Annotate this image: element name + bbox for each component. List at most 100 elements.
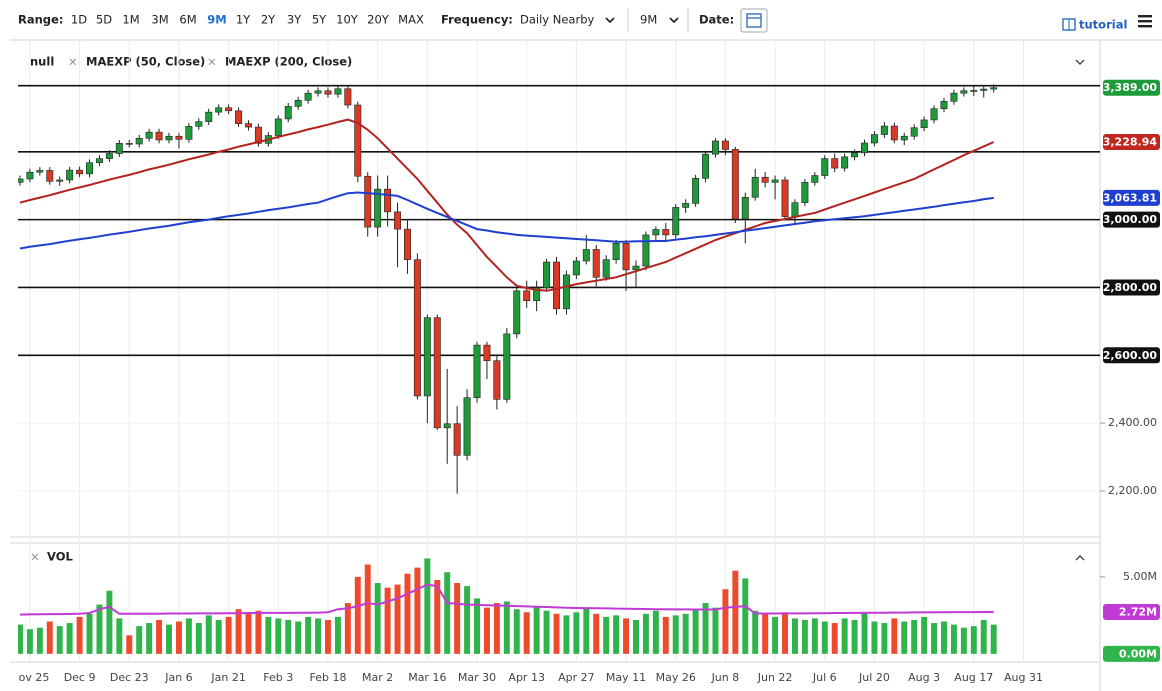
volume-bar bbox=[702, 603, 709, 654]
toolbar: Range: Frequency: Daily Nearby 9M Date: … bbox=[18, 8, 1152, 33]
candle-body bbox=[781, 179, 789, 217]
remove-icon[interactable]: × bbox=[30, 550, 40, 564]
range-button[interactable]: 1D bbox=[71, 13, 87, 27]
volume-bar bbox=[464, 586, 471, 654]
candle-body bbox=[543, 261, 551, 289]
candle-body bbox=[165, 135, 173, 141]
volume-bar bbox=[891, 618, 898, 654]
volume-bar bbox=[483, 607, 490, 654]
x-tick-label: May 11 bbox=[606, 671, 646, 684]
range-button[interactable]: 5Y bbox=[312, 13, 327, 27]
calendar-box[interactable] bbox=[740, 8, 768, 33]
x-tick-label: Jan 6 bbox=[164, 671, 192, 684]
value-badge bbox=[1103, 603, 1160, 620]
remove-icon[interactable]: × bbox=[68, 55, 78, 69]
candle-body bbox=[463, 397, 471, 456]
range-button[interactable]: 1Y bbox=[236, 13, 251, 27]
x-tick-label: Dec 9 bbox=[64, 671, 96, 684]
range-button[interactable]: 2Y bbox=[261, 13, 276, 27]
volume-bar bbox=[76, 616, 83, 654]
candle-body bbox=[622, 243, 630, 271]
range-button[interactable]: 6M bbox=[179, 13, 196, 27]
volume-bar bbox=[901, 621, 908, 654]
volume-bar bbox=[553, 613, 560, 654]
volume-bar bbox=[722, 589, 729, 654]
range-button[interactable]: 10Y bbox=[336, 13, 359, 27]
volume-bar bbox=[513, 609, 520, 654]
volume-bar bbox=[772, 616, 779, 654]
volume-bar bbox=[573, 612, 580, 654]
candle-body bbox=[76, 169, 84, 175]
x-tick-label: Nov 25 bbox=[10, 671, 49, 684]
candle-body bbox=[18, 178, 24, 183]
candle-body bbox=[26, 171, 34, 180]
range-button[interactable]: 1M bbox=[122, 13, 139, 27]
volume-bar bbox=[364, 564, 371, 654]
x-tick-label: May 26 bbox=[656, 671, 696, 684]
menu-bar[interactable] bbox=[1138, 15, 1152, 18]
calendar-icon[interactable] bbox=[746, 13, 762, 28]
candle-body bbox=[195, 121, 203, 127]
value-badge bbox=[1103, 79, 1160, 96]
candle-body bbox=[632, 265, 640, 271]
collapse-icon[interactable] bbox=[1075, 59, 1085, 65]
remove-icon[interactable]: × bbox=[207, 55, 217, 69]
period-select[interactable]: 9M bbox=[640, 13, 657, 27]
calendar-button[interactable] bbox=[740, 8, 768, 33]
volume-bar bbox=[106, 590, 113, 654]
axis: 2,200.00 2,400.00 2,600.00 2,800.00 3,000.00… bbox=[1100, 79, 1160, 662]
range-button[interactable]: 20Y bbox=[367, 13, 390, 27]
volume-bar bbox=[613, 615, 620, 654]
volume-bar bbox=[861, 612, 868, 654]
candle-body bbox=[811, 175, 819, 183]
x-tick-label: Dec 23 bbox=[110, 671, 149, 684]
frequency-select[interactable]: Daily Nearby bbox=[520, 13, 595, 27]
candle-body bbox=[453, 423, 461, 456]
y-tick-label: 5.00M bbox=[1123, 570, 1157, 583]
candle-body bbox=[413, 259, 421, 397]
volume-bar bbox=[225, 616, 232, 654]
candle-body bbox=[235, 110, 243, 124]
tutorial-link[interactable]: tutorial bbox=[1062, 18, 1127, 32]
volume-bar bbox=[235, 609, 242, 654]
tutorial-text[interactable]: tutorial bbox=[1079, 18, 1127, 32]
volume-bar bbox=[136, 626, 143, 654]
volume-bar bbox=[762, 613, 769, 654]
candle-body bbox=[592, 249, 600, 278]
range-button[interactable]: 3Y bbox=[287, 13, 302, 27]
volume-bar bbox=[990, 624, 997, 654]
range-button[interactable]: 5D bbox=[96, 13, 112, 27]
chevron[interactable] bbox=[605, 17, 615, 24]
volume-bar bbox=[841, 618, 848, 654]
candle-body bbox=[761, 176, 769, 183]
volume-bar bbox=[801, 619, 808, 654]
value-badge bbox=[1103, 347, 1160, 364]
candle-body bbox=[473, 344, 481, 398]
candle-body bbox=[433, 317, 441, 429]
menu-button[interactable] bbox=[1138, 15, 1152, 28]
legend-entry: null bbox=[30, 55, 54, 69]
candle-body bbox=[354, 104, 362, 177]
candle-body bbox=[95, 158, 103, 163]
range-button[interactable]: 9M bbox=[207, 13, 226, 27]
range-button[interactable]: 3M bbox=[151, 13, 168, 27]
range-button[interactable]: MAX bbox=[398, 13, 424, 27]
menu-bar[interactable] bbox=[1138, 20, 1152, 23]
candle-body bbox=[443, 423, 451, 429]
volume-bar bbox=[603, 616, 610, 654]
x-tick-label: Mar 16 bbox=[408, 671, 446, 684]
volume-bar bbox=[980, 619, 987, 654]
candle-body bbox=[582, 249, 590, 262]
menu-bar[interactable] bbox=[1138, 25, 1152, 28]
volume-bar bbox=[752, 610, 759, 654]
candle-body bbox=[562, 274, 570, 310]
volume-bar bbox=[811, 618, 818, 654]
collapse-icon[interactable] bbox=[1075, 555, 1085, 561]
candle-body bbox=[324, 90, 332, 95]
candle-body bbox=[861, 142, 868, 154]
volume-bar bbox=[295, 621, 302, 654]
volume-bar bbox=[931, 623, 938, 654]
volume-bar bbox=[633, 619, 639, 654]
volume-bar bbox=[255, 610, 262, 654]
chevron[interactable] bbox=[669, 17, 679, 24]
